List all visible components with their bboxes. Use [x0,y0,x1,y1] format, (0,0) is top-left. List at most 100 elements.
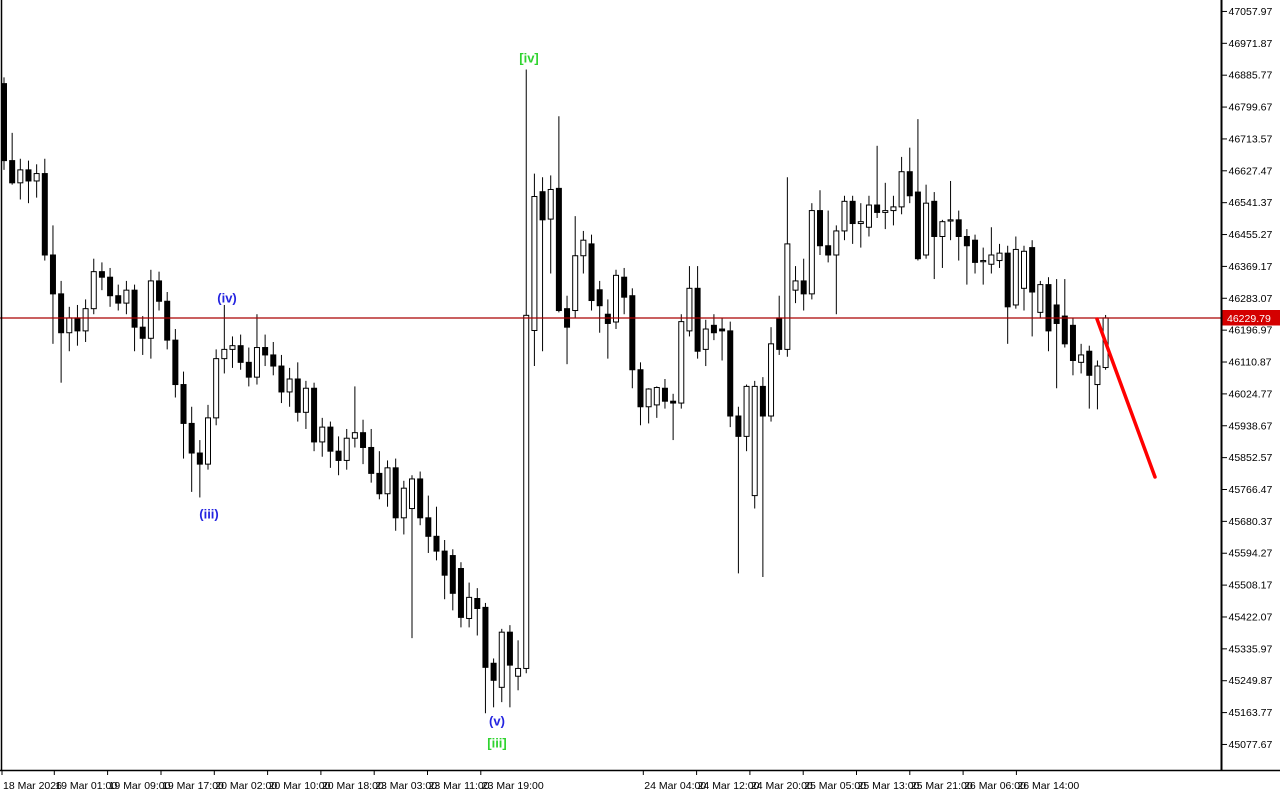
candle-bear [759,385,766,417]
time-axis-label: 24 Mar 04:00 [644,780,706,792]
candle-bull [939,221,946,237]
candle-bear [1069,324,1076,361]
time-axis-label: 24 Mar 12:00 [698,780,760,792]
candle-bull [286,378,293,393]
candle-bull [351,432,358,439]
price-axis-label: 46024.77 [1229,388,1273,400]
candle-bear [41,173,48,256]
candle-bull [882,210,889,213]
candle-bear [661,387,668,402]
candle-bull [865,204,872,228]
price-axis-label: 45594.27 [1229,548,1273,560]
candle-bull [743,385,750,437]
candle-bear [474,597,481,609]
candle-bear [335,450,342,461]
candle-bear [629,295,636,371]
candle-bear [237,345,244,363]
wave-label-iii[interactable]: (iii) [199,506,219,522]
candle-bear [604,313,611,324]
price-axis-label: 46799.67 [1229,102,1273,114]
candle-bear [196,452,203,465]
candle-bear [115,295,122,304]
candle-bear [188,422,195,454]
candle-bear [670,400,677,404]
price-axis-label: 47057.97 [1229,6,1273,18]
projection-trendline[interactable] [1095,317,1157,479]
candle-bull [17,169,24,184]
candle-bull [319,426,326,443]
candle-bear [800,280,807,295]
time-axis-label: 20 Mar 02:00 [215,780,277,792]
candle-bear [327,426,334,452]
candle-bear [1086,350,1093,376]
candle-bull [833,230,840,256]
candle-bear [719,328,726,332]
candle-bull [980,260,987,263]
candle-bull [792,280,799,291]
candle-bull [686,287,693,332]
candle-bull [768,343,775,417]
price-axis-label: 46885.77 [1229,70,1273,82]
price-axis-label: 45249.87 [1229,675,1273,687]
candle-bull [1012,248,1019,306]
wave-label-v[interactable]: (v) [489,713,505,729]
candle-bull [988,254,995,265]
candle-bear [139,326,146,339]
price-axis-label: 45938.67 [1229,420,1273,432]
candle-bear [425,517,432,537]
candle-bear [156,280,163,302]
time-axis-label: 26 Mar 14:00 [1017,780,1079,792]
candle-bear [131,289,138,328]
candle-bear [457,568,464,618]
candle-bull [613,274,619,323]
price-axis-label: 46971.87 [1229,38,1273,50]
candle-bear [107,276,114,297]
candle-bull [808,210,815,295]
candle-bull [996,252,1003,262]
candle-bull [678,321,685,404]
wave-label-iii[interactable]: [iii] [487,735,507,751]
candle-bear [368,446,375,474]
candle-bear [441,550,448,576]
candle-bull [33,173,40,182]
time-axis-label: 18 Mar 2026 [3,780,62,792]
candle-bear [906,171,913,197]
time-axis-label: 24 Mar 20:00 [751,780,813,792]
time-axis-label: 20 Mar 18:00 [322,780,384,792]
candle-bear [449,555,456,594]
candle-bear [539,191,546,221]
candle-bull [1021,250,1027,289]
candle-bull [841,200,848,232]
candle-bear [694,287,701,352]
candle-bull [123,289,130,304]
time-axis-label: 19 Mar 09:00 [109,780,171,792]
candle-bear [1029,247,1036,293]
candle-bull [1078,354,1085,363]
wave-label-iv[interactable]: [iv] [519,50,539,66]
candle-bull [221,348,228,360]
candle-bear [482,606,489,668]
candle-bear [735,415,742,437]
candle-bull [857,221,864,225]
price-axis-label: 46110.87 [1229,357,1272,369]
candle-bear [972,239,979,263]
candle-bear [433,535,440,552]
candle-bear [825,245,832,256]
time-axis-label: 20 Mar 10:00 [269,780,331,792]
time-axis-label: 23 Mar 11:00 [429,780,490,792]
candle-bear [588,243,595,302]
candle-bear [245,361,252,378]
candle-bear [417,478,424,519]
candle-bull [923,202,930,256]
candle-bear [596,289,603,307]
candle-bear [180,384,187,424]
candle-bull [653,387,660,406]
candle-bull [523,314,530,669]
time-axis-label: 23 Mar 19:00 [482,780,544,792]
candle-bull [531,196,538,332]
wave-label-iv[interactable]: (iv) [217,290,237,306]
price-axis-label: 46627.47 [1229,165,1273,177]
candle-bull [90,271,97,310]
